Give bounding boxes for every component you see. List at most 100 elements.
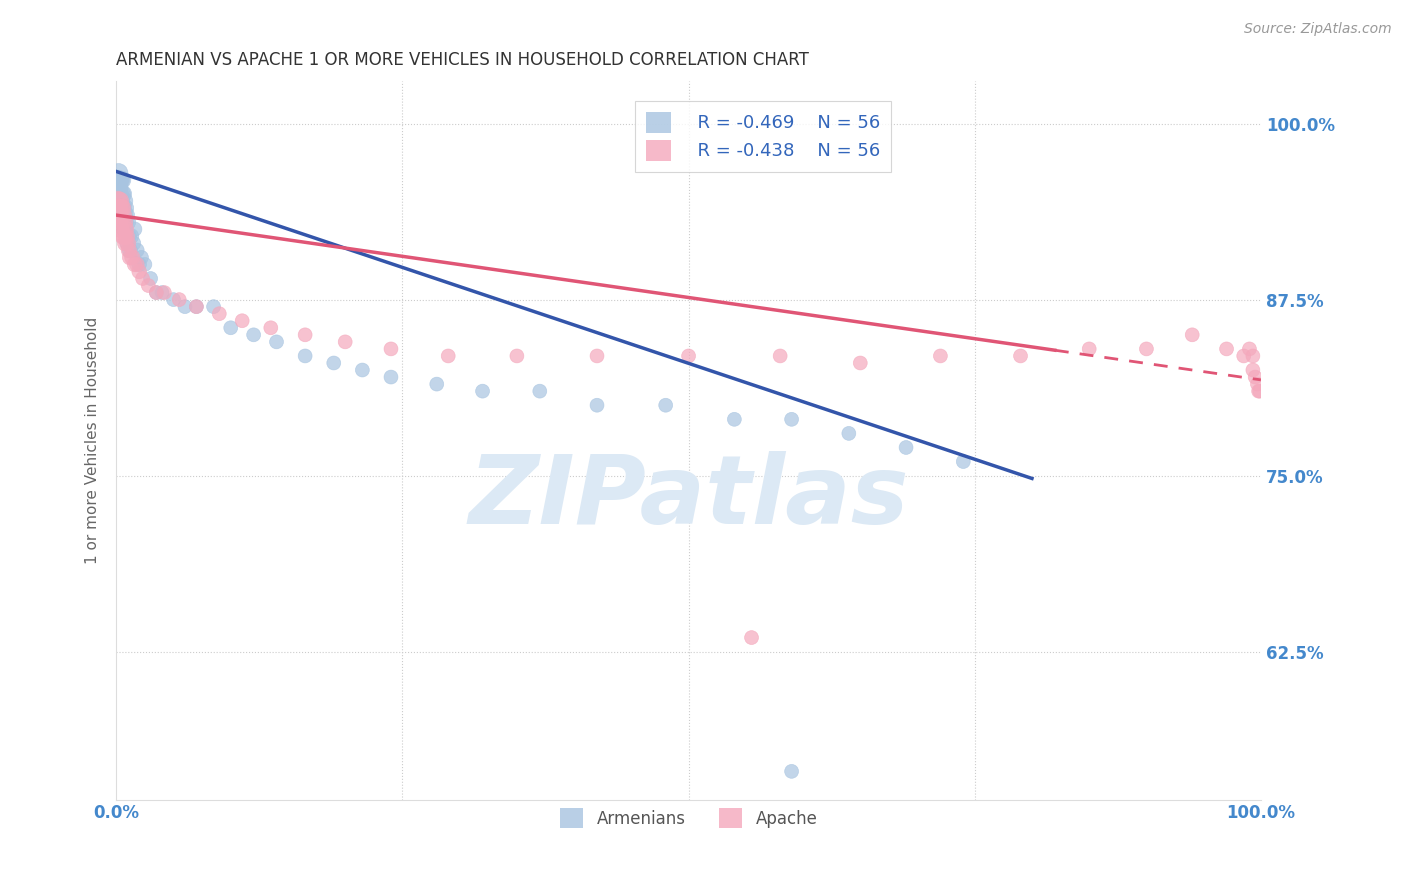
- Point: [145, 285, 167, 300]
- Point: [117, 215, 139, 229]
- Point: [114, 236, 136, 251]
- Point: [849, 356, 872, 370]
- Point: [231, 314, 253, 328]
- Point: [121, 251, 143, 265]
- Point: [118, 244, 141, 258]
- Point: [108, 173, 131, 187]
- Point: [125, 257, 148, 271]
- Point: [186, 300, 208, 314]
- Point: [115, 229, 138, 244]
- Point: [112, 208, 135, 222]
- Point: [1244, 370, 1267, 384]
- Point: [114, 201, 136, 215]
- Point: [112, 222, 135, 236]
- Point: [112, 229, 135, 244]
- Point: [471, 384, 494, 399]
- Point: [139, 271, 162, 285]
- Point: [894, 441, 917, 455]
- Point: [506, 349, 529, 363]
- Point: [110, 222, 132, 236]
- Point: [654, 398, 676, 412]
- Point: [145, 285, 167, 300]
- Point: [322, 356, 344, 370]
- Point: [1241, 349, 1264, 363]
- Point: [294, 327, 316, 342]
- Y-axis label: 1 or more Vehicles in Household: 1 or more Vehicles in Household: [86, 317, 100, 564]
- Point: [108, 194, 131, 208]
- Point: [120, 229, 142, 244]
- Point: [529, 384, 551, 399]
- Point: [112, 229, 135, 244]
- Point: [167, 293, 190, 307]
- Point: [110, 194, 132, 208]
- Point: [111, 215, 134, 229]
- Point: [437, 349, 460, 363]
- Point: [114, 215, 136, 229]
- Point: [124, 222, 146, 236]
- Point: [122, 236, 145, 251]
- Point: [186, 300, 208, 314]
- Point: [108, 194, 131, 208]
- Point: [586, 398, 609, 412]
- Point: [114, 222, 136, 236]
- Point: [108, 208, 131, 222]
- Point: [107, 201, 129, 215]
- Point: [723, 412, 745, 426]
- Point: [426, 377, 449, 392]
- Point: [352, 363, 374, 377]
- Point: [111, 186, 134, 201]
- Point: [266, 334, 288, 349]
- Point: [117, 236, 139, 251]
- Point: [208, 307, 231, 321]
- Point: [162, 293, 184, 307]
- Point: [780, 412, 803, 426]
- Point: [1135, 342, 1157, 356]
- Point: [294, 349, 316, 363]
- Point: [1078, 342, 1101, 356]
- Point: [952, 454, 974, 468]
- Point: [128, 264, 150, 278]
- Point: [118, 251, 141, 265]
- Point: [260, 320, 283, 334]
- Point: [1247, 384, 1270, 399]
- Point: [118, 229, 141, 244]
- Point: [1246, 377, 1268, 392]
- Point: [153, 285, 176, 300]
- Point: [150, 285, 173, 300]
- Point: [128, 257, 150, 271]
- Point: [112, 201, 135, 215]
- Point: [219, 320, 242, 334]
- Point: [380, 342, 402, 356]
- Point: [1215, 342, 1237, 356]
- Point: [112, 186, 135, 201]
- Point: [107, 180, 129, 194]
- Point: [115, 208, 138, 222]
- Point: [678, 349, 700, 363]
- Point: [1241, 363, 1264, 377]
- Point: [107, 173, 129, 187]
- Point: [112, 208, 135, 222]
- Point: [110, 173, 132, 187]
- Point: [1181, 327, 1204, 342]
- Point: [1249, 384, 1271, 399]
- Point: [174, 300, 197, 314]
- Point: [108, 186, 131, 201]
- Point: [107, 194, 129, 208]
- Point: [111, 201, 134, 215]
- Point: [136, 278, 159, 293]
- Legend: Armenians, Apache: Armenians, Apache: [553, 802, 824, 834]
- Point: [131, 251, 153, 265]
- Point: [111, 173, 134, 187]
- Point: [769, 349, 792, 363]
- Point: [110, 201, 132, 215]
- Point: [124, 257, 146, 271]
- Point: [112, 215, 135, 229]
- Point: [112, 194, 135, 208]
- Point: [202, 300, 225, 314]
- Point: [107, 215, 129, 229]
- Point: [117, 236, 139, 251]
- Point: [242, 327, 264, 342]
- Point: [741, 631, 763, 645]
- Point: [118, 244, 141, 258]
- Point: [780, 764, 803, 779]
